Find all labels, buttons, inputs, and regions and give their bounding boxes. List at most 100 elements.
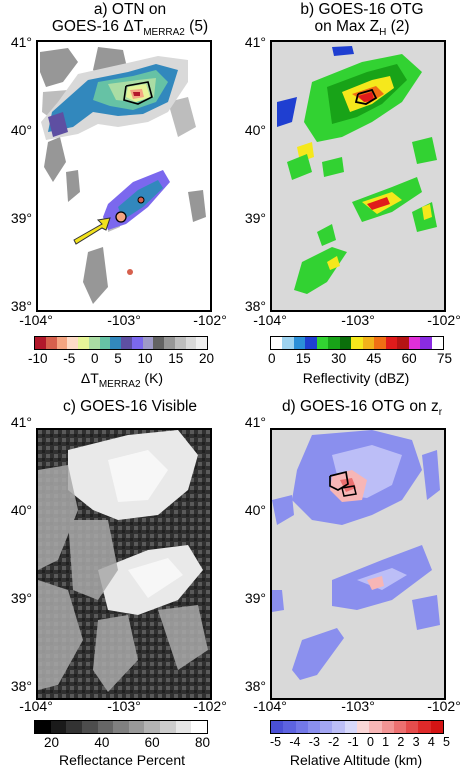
colorbar-swatch (35, 721, 51, 733)
colorbar-tick-label: 0 (268, 351, 276, 366)
colorbar-swatch (191, 721, 208, 733)
colorbar-swatch (131, 337, 143, 349)
colorbar-swatch (430, 721, 443, 733)
panel-b-colorbar-label: Reflectivity (dBZ) (302, 370, 410, 386)
colorbar-swatch (175, 721, 192, 733)
colorbar-swatch (153, 337, 164, 349)
panel-b-lon-103: -103° (341, 312, 375, 328)
colorbar-tick-label: 5 (114, 351, 122, 366)
panel-d-lon-103: -103° (341, 698, 375, 714)
colorbar-tick-label: 15 (168, 351, 184, 366)
panel-c-colorbar-label: Reflectance Percent (58, 752, 186, 768)
panel-b-lon-104: -104° (253, 312, 287, 328)
colorbar-swatch (320, 721, 333, 733)
colorbar-swatch (431, 337, 444, 349)
panel-b-title-line2: on Max ZH (2) (314, 18, 410, 39)
colorbar-swatch (393, 721, 407, 733)
panel-d-lat-40: 40° (244, 502, 266, 518)
colorbar-tick-label: 60 (401, 351, 417, 366)
colorbar-tick-label: 80 (194, 735, 210, 750)
colorbar-tick-label: 15 (295, 351, 311, 366)
colorbar-swatch (406, 721, 419, 733)
colorbar-swatch (307, 721, 321, 733)
colorbar-swatch (271, 337, 283, 349)
panel-b-map (270, 40, 446, 312)
panel-d-colorbar-ticks: -5 -4 -3 -2 -1 0 1 2 3 4 5 (270, 735, 450, 749)
colorbar-tick-label: -3 (308, 735, 320, 749)
panel-a-colorbar-label: ΔTMERRA2 (K) (80, 370, 164, 390)
panel-d-lat-38: 38° (244, 678, 266, 694)
colorbar-swatch (78, 337, 89, 349)
colorbar-tick-label: 0 (366, 735, 374, 749)
colorbar-swatch (271, 721, 284, 733)
colorbar-swatch (174, 337, 186, 349)
colorbar-swatch (121, 337, 132, 349)
colorbar-swatch (374, 337, 386, 349)
panel-a-title: a) OTN on GOES-16 ΔTMERRA2 (5) (40, 1, 220, 41)
colorbar-swatch (50, 721, 67, 733)
panel-a-colorbar (34, 336, 208, 350)
panel-d-map (270, 428, 446, 700)
colorbar-swatch (282, 337, 294, 349)
colorbar-swatch (344, 721, 357, 733)
colorbar-tick-label: 5 (443, 735, 450, 749)
colorbar-swatch (110, 337, 121, 349)
panel-c-colorbar-ticks: 20 40 60 80 (44, 735, 210, 750)
panel-a-lon-104: -104° (19, 312, 53, 328)
colorbar-tick-label: 75 (436, 351, 452, 366)
colorbar-swatch (351, 337, 363, 349)
panel-c-lat-41: 41° (10, 414, 32, 430)
colorbar-swatch (160, 721, 176, 733)
panel-d-lat-39: 39° (244, 590, 266, 606)
colorbar-swatch (128, 721, 145, 733)
panel-a-title-line1: a) OTN on (93, 1, 167, 18)
colorbar-swatch (328, 337, 340, 349)
panel-b-colorbar (270, 336, 444, 350)
panel-a-lon-103: -103° (107, 312, 141, 328)
colorbar-tick-label: 30 (331, 351, 347, 366)
colorbar-swatch (56, 337, 68, 349)
colorbar-tick-label: 20 (44, 735, 60, 750)
colorbar-swatch (196, 337, 207, 349)
colorbar-tick-label: 20 (198, 351, 214, 366)
colorbar-swatch (305, 337, 317, 349)
panel-b-title: b) GOES-16 OTG on Max ZH (2) (272, 1, 452, 41)
panel-c-lon-102: -102° (193, 698, 227, 714)
colorbar-swatch (45, 337, 57, 349)
panel-a-colorbar-ticks: -10 -5 0 5 10 15 20 (28, 351, 214, 366)
panel-b-lat-39: 39° (244, 210, 266, 226)
panel-d-lon-102: -102° (427, 698, 461, 714)
colorbar-swatch (356, 721, 370, 733)
panel-d-lon-104: -104° (253, 698, 287, 714)
colorbar-swatch (142, 337, 154, 349)
colorbar-tick-label: 1 (382, 735, 390, 749)
colorbar-swatch (295, 721, 308, 733)
panel-c-lat-40: 40° (10, 502, 32, 518)
panel-b-lat-40: 40° (244, 122, 266, 138)
colorbar-tick-label: 0 (90, 351, 99, 366)
colorbar-tick-label: -2 (328, 735, 340, 749)
panel-c-lon-104: -104° (19, 698, 53, 714)
colorbar-swatch (81, 721, 98, 733)
colorbar-swatch (67, 337, 78, 349)
panel-b-lat-38: 38° (244, 298, 266, 314)
panel-a-lat-38: 38° (10, 298, 32, 314)
panel-c-map (36, 428, 212, 700)
panel-d-colorbar-label: Relative Altitude (km) (289, 752, 423, 768)
panel-d-lat-41: 41° (244, 414, 266, 430)
colorbar-tick-label: 2 (397, 735, 405, 749)
colorbar-swatch (185, 337, 197, 349)
colorbar-tick-label: 40 (94, 735, 110, 750)
panel-c-colorbar (34, 720, 208, 734)
colorbar-tick-label: -10 (28, 351, 48, 366)
panel-a-lat-39: 39° (10, 210, 32, 226)
colorbar-swatch (144, 721, 161, 733)
colorbar-swatch (420, 337, 432, 349)
panel-d-colorbar (270, 720, 444, 734)
colorbar-swatch (293, 337, 306, 349)
panel-c-lat-38: 38° (10, 678, 32, 694)
colorbar-swatch (66, 721, 82, 733)
colorbar-swatch (316, 337, 329, 349)
panel-b-lon-102: -102° (427, 312, 461, 328)
colorbar-tick-label: 45 (366, 351, 382, 366)
